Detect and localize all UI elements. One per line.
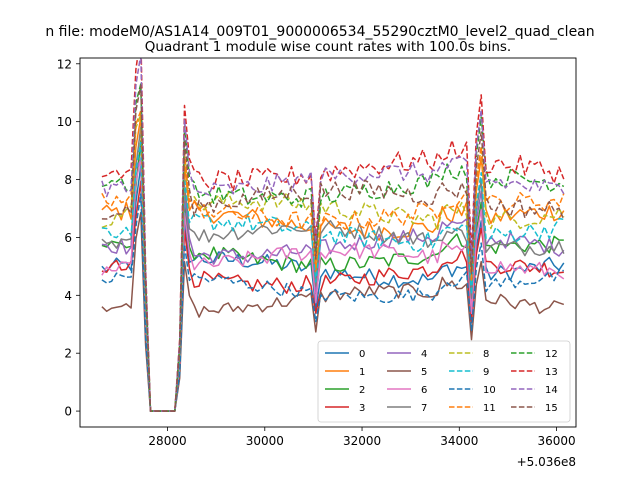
y-tick-label: 10 (57, 115, 72, 129)
y-tick-label: 6 (64, 231, 72, 245)
plot-frame (79, 57, 577, 428)
y-axis: 0 2 4 6 8 10 12 (57, 57, 80, 419)
legend-label: 4 (421, 349, 427, 360)
legend-label: 6 (421, 385, 427, 396)
x-tick-label: 36000 (537, 434, 575, 448)
legend-label: 13 (545, 367, 558, 378)
series-line-14 (101, 58, 565, 412)
legend-label: 14 (545, 385, 558, 396)
legend-label: 9 (483, 367, 489, 378)
legend-box (317, 340, 571, 423)
y-tick-label: 4 (64, 289, 72, 303)
legend-label: 3 (359, 403, 365, 414)
legend-label: 10 (483, 385, 496, 396)
legend-label: 11 (483, 403, 496, 414)
legend-label: 5 (421, 367, 427, 378)
y-tick-label: 8 (64, 173, 72, 187)
y-tick-label: 0 (64, 405, 72, 419)
legend-label: 12 (545, 349, 558, 360)
x-tick-label: 28000 (148, 434, 186, 448)
x-tick-label: 34000 (440, 434, 478, 448)
y-tick-label: 12 (57, 57, 72, 71)
legend-label: 0 (359, 349, 365, 360)
legend-label: 15 (545, 403, 558, 414)
figure-suptitle: n file: modeM0/AS1A14_009T01_9000006534_… (45, 24, 594, 40)
x-tick-label: 32000 (343, 434, 381, 448)
x-offset-label: +5.036e8 (517, 455, 576, 469)
x-tick-label: 30000 (246, 434, 284, 448)
legend-label: 1 (359, 367, 365, 378)
x-axis: 28000 30000 32000 34000 36000 (148, 427, 576, 448)
plot-area (101, 58, 565, 412)
legend-label: 2 (359, 385, 365, 396)
series-line-10 (101, 193, 564, 412)
y-tick-label: 2 (64, 347, 72, 361)
legend-label: 8 (483, 349, 489, 360)
legend-label: 7 (421, 403, 427, 414)
chart-title: Quadrant 1 module wise count rates with … (145, 39, 511, 55)
series-line-15 (101, 84, 565, 412)
